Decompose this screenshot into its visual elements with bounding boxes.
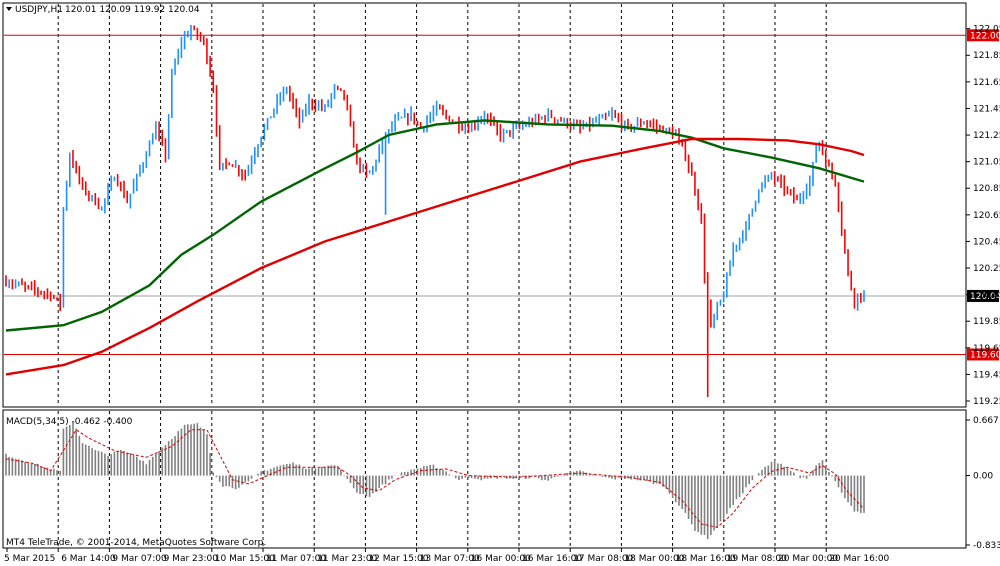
macd-label: MACD(5,34,5) -0.462 -0.400 — [6, 417, 133, 427]
price-y-tick-label: 119.45 — [973, 370, 1000, 380]
price-y-tick-label: 120.85 — [973, 184, 1000, 194]
macd-y-tick-label: -0.833 — [973, 541, 1000, 551]
time-axis-label: 19 Mar 08:00 — [727, 554, 787, 564]
price-horizontal-lines[interactable]: 122.00 119.60 120.04 — [4, 29, 1000, 361]
copyright-label: MT4 TeleTrade, © 2001-2014, MetaQuotes S… — [6, 538, 266, 548]
time-axis-label: 16 Mar 16:00 — [522, 554, 582, 564]
chart-header: USDJPY,H1 120.01 120.09 119.92 120.04 — [6, 5, 200, 15]
horizontal-level-label: 122.00 — [970, 31, 1000, 41]
horizontal-level-tag — [967, 348, 999, 361]
dropdown-triangle-icon[interactable] — [6, 7, 12, 11]
time-axis-label: 10 Mar 15:00 — [215, 554, 275, 564]
moving-average-slow-line — [5, 137, 865, 376]
price-y-tick-label: 121.45 — [973, 104, 1000, 114]
macd-panel[interactable]: 0.667 0.00 -0.833 MACD(5,34,5) -0.462 -0.4… — [2, 409, 1000, 551]
price-y-tick-label: 120.05 — [973, 291, 1000, 301]
time-axis-label: 11 Mar 07:00 — [266, 554, 326, 564]
macd-y-tick-label: 0.00 — [973, 472, 993, 482]
price-panel[interactable]: 122.00 119.60 120.04 122.05 121.85 121.65 121… — [2, 2, 1000, 408]
price-y-tick-label: 121.05 — [973, 158, 1000, 168]
price-y-tick-label: 119.65 — [973, 344, 1000, 354]
current-price-tag — [967, 289, 999, 302]
price-y-tick-label: 121.65 — [973, 78, 1000, 88]
price-y-tick-label: 119.85 — [973, 317, 1000, 327]
horizontal-level-tag — [967, 29, 999, 42]
time-axis-label: 12 Mar 15:00 — [368, 554, 428, 564]
price-y-tick-label: 121.85 — [973, 51, 1000, 61]
time-axis-label: 5 Mar 2015 — [4, 554, 55, 564]
moving-averages — [5, 119, 865, 376]
symbol-label: USDJPY,H1 — [15, 5, 63, 15]
time-axis-label: 20 Mar 00:00 — [778, 554, 838, 564]
price-y-tick-label: 122.05 — [973, 25, 1000, 35]
ohlc-label: 120.01 120.09 119.92 120.04 — [65, 5, 200, 15]
time-axis-label: 18 Mar 16:00 — [676, 554, 736, 564]
time-axis-label: 17 Mar 08:00 — [573, 554, 633, 564]
time-axis: 5 Mar 2015 6 Mar 14:009 Mar 07:009 Mar 23… — [4, 548, 890, 564]
price-y-tick-label: 119.25 — [973, 397, 1000, 407]
price-y-tick-label: 120.45 — [973, 237, 1000, 247]
price-y-tick-label: 120.65 — [973, 211, 1000, 221]
macd-panel-frame — [2, 409, 967, 549]
time-axis-label: 16 Mar 00:00 — [471, 554, 531, 564]
time-axis-label: 13 Mar 07:00 — [420, 554, 480, 564]
price-panel-frame — [2, 2, 967, 408]
time-axis-label: 6 Mar 14:00 — [61, 554, 116, 564]
price-candles — [5, 24, 865, 398]
macd-histogram — [5, 421, 865, 540]
price-y-tick-label: 120.25 — [973, 264, 1000, 274]
price-y-tick-label: 121.25 — [973, 131, 1000, 141]
time-axis-label: 18 Mar 00:00 — [624, 554, 684, 564]
time-axis-label: 9 Mar 23:00 — [164, 554, 219, 564]
time-axis-label: 9 Mar 07:00 — [112, 554, 167, 564]
price-grid — [57, 4, 827, 406]
macd-y-tick-label: 0.667 — [973, 416, 999, 426]
price-y-axis: 122.05 121.85 121.65 121.45 121.25 121.05 120.… — [966, 25, 1000, 407]
current-price-label: 120.04 — [970, 292, 1000, 302]
moving-average-fast-line — [5, 119, 865, 332]
time-axis-label: 20 Mar 16:00 — [829, 554, 889, 564]
macd-y-axis: 0.667 0.00 -0.833 — [966, 416, 1000, 551]
time-axis-label: 11 Mar 23:00 — [317, 554, 377, 564]
horizontal-level-label: 119.60 — [970, 350, 1000, 360]
